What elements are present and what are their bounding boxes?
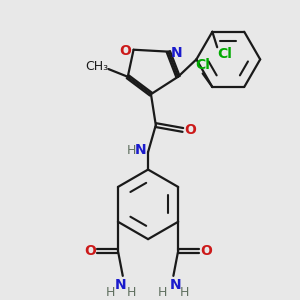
Text: N: N [134,143,146,157]
Text: H: H [106,286,115,299]
Text: Cl: Cl [218,47,232,61]
Text: CH₃: CH₃ [85,60,108,73]
Text: H: H [127,144,136,157]
Text: N: N [115,278,127,292]
Text: H: H [158,286,167,299]
Text: H: H [179,286,189,299]
Text: Cl: Cl [195,58,210,72]
Text: O: O [200,244,212,258]
Text: H: H [127,286,136,299]
Text: N: N [171,46,183,60]
Text: N: N [169,278,181,292]
Text: O: O [84,244,96,258]
Text: O: O [185,123,197,137]
Text: O: O [119,44,131,58]
